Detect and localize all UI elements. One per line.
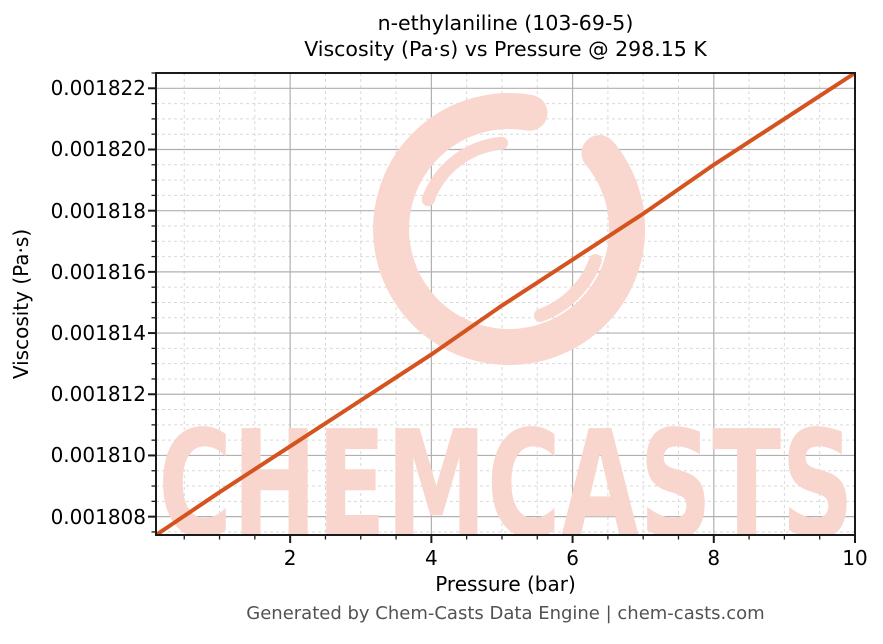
y-tick-label: 0.001808: [50, 504, 146, 529]
x-tick-label: 10: [842, 546, 868, 570]
y-tick-label: 0.001816: [50, 259, 146, 284]
footer-attribution: Generated by Chem-Casts Data Engine | ch…: [246, 603, 765, 624]
y-tick-label: 0.001820: [50, 137, 146, 162]
minor-gridlines: [156, 73, 855, 535]
x-axis-label: Pressure (bar): [435, 572, 576, 596]
y-tick-label: 0.001812: [50, 382, 146, 407]
chart-title-line2: Viscosity (Pa·s) vs Pressure @ 298.15 K: [304, 37, 707, 61]
x-tick-label: 6: [566, 546, 579, 570]
brush-ring-tail-icon: [534, 254, 602, 322]
y-tick-label: 0.001814: [50, 321, 146, 346]
watermark: CHEMCASTS: [158, 93, 854, 571]
data-line: [156, 73, 855, 535]
chart-title-line1: n-ethylaniline (103-69-5): [377, 11, 634, 35]
x-tick-label: 8: [707, 546, 721, 570]
brush-ring-icon: [373, 93, 646, 365]
axis-ticks: [148, 72, 856, 543]
brush-ring-inner-swirl-icon: [421, 136, 508, 207]
x-tick-label: 4: [424, 546, 438, 570]
watermark-text: CHEMCASTS: [158, 399, 854, 571]
y-tick-label: 0.001810: [50, 443, 146, 468]
axes-spine: [155, 72, 856, 536]
y-axis-label: Viscosity (Pa·s): [9, 228, 33, 380]
y-tick-label: 0.001822: [50, 76, 146, 101]
x-tick-label: 2: [283, 546, 297, 570]
y-tick-label: 0.001818: [50, 198, 146, 223]
